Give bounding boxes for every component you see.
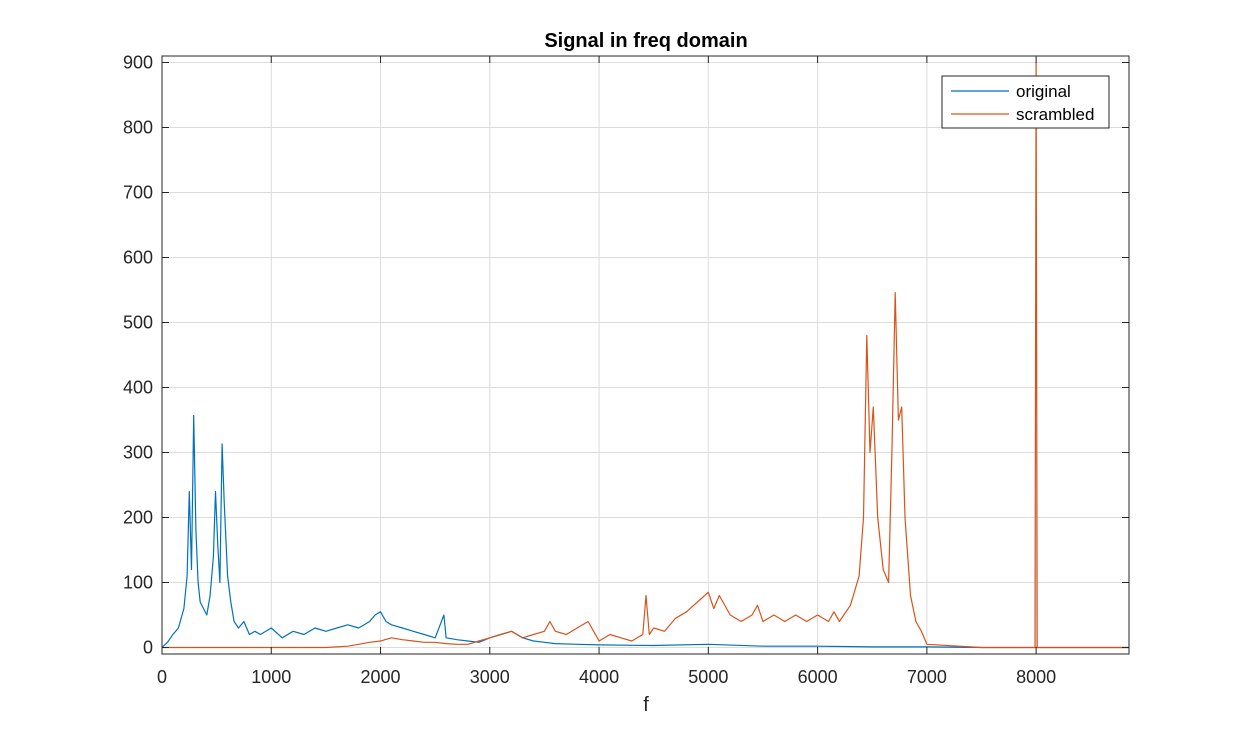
y-tick-label: 300 [123, 443, 153, 463]
legend: original scrambled [941, 75, 1110, 129]
x-tick-labels: 0 1000 2000 3000 4000 5000 6000 7000 8000 [157, 667, 1056, 687]
x-tick-label: 8000 [1016, 667, 1056, 687]
plot-background [162, 56, 1129, 654]
x-tick-label: 0 [157, 667, 167, 687]
y-tick-label: 600 [123, 248, 153, 268]
legend-label-original: original [1016, 82, 1071, 101]
x-tick-label: 4000 [579, 667, 619, 687]
axis-ticks [161, 56, 1129, 654]
plot-border [161, 55, 1130, 655]
chart-title: Signal in freq domain [544, 30, 747, 52]
y-tick-labels: 0 100 200 300 400 500 600 700 800 900 [123, 53, 153, 658]
x-tick-label: 6000 [798, 667, 838, 687]
x-axis-label: f [643, 694, 649, 716]
legend-box [941, 75, 1110, 129]
series-lines [161, 61, 1129, 649]
y-tick-label: 200 [123, 508, 153, 528]
x-tick-label: 5000 [688, 667, 728, 687]
series-line-scrambled [162, 61, 1129, 649]
y-tick-label: 400 [123, 378, 153, 398]
x-tick-label: 3000 [470, 667, 510, 687]
y-tick-label: 700 [123, 183, 153, 203]
plot-area [161, 55, 1130, 655]
y-tick-label: 800 [123, 118, 153, 138]
x-tick-label: 2000 [361, 667, 401, 687]
x-tick-label: 7000 [907, 667, 947, 687]
y-tick-label: 0 [143, 638, 153, 658]
x-tick-label: 1000 [251, 667, 291, 687]
y-tick-label: 500 [123, 313, 153, 333]
y-tick-label: 900 [123, 53, 153, 73]
series-line-original [161, 414, 1129, 649]
legend-label-scrambled: scrambled [1016, 105, 1094, 124]
y-tick-label: 100 [123, 573, 153, 593]
